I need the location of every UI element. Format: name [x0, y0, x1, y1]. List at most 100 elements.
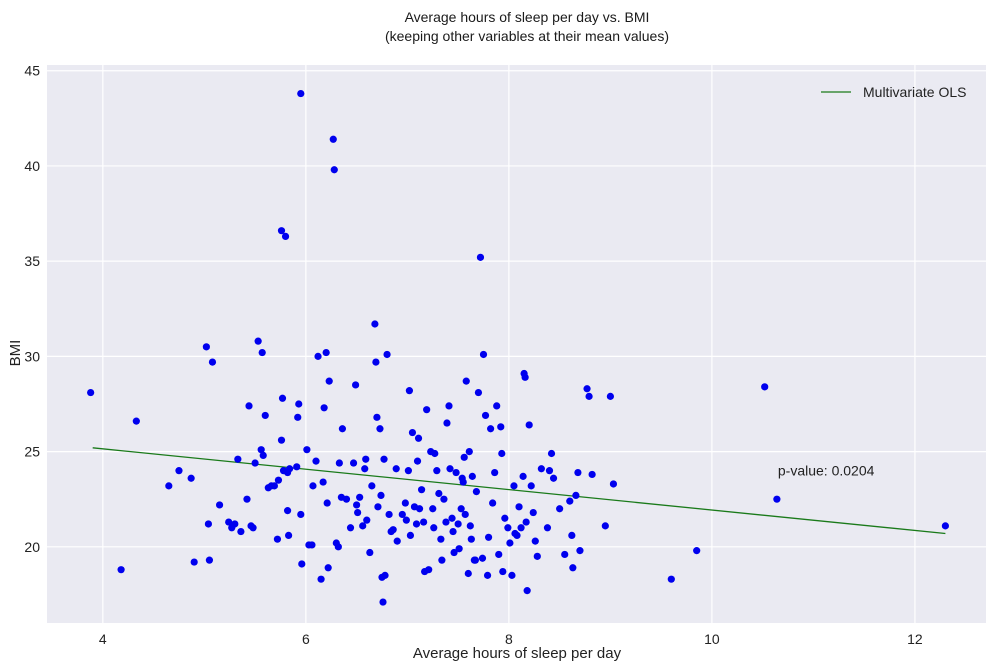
data-point: [362, 455, 370, 463]
data-point: [270, 482, 278, 490]
data-point: [556, 505, 564, 513]
data-point: [481, 411, 490, 420]
data-point: [361, 465, 369, 473]
data-point: [606, 392, 615, 400]
data-point: [215, 501, 224, 509]
data-point: [498, 449, 506, 458]
data-point: [576, 547, 584, 555]
data-point: [257, 446, 265, 454]
data-point: [525, 421, 533, 429]
data-point: [474, 388, 483, 397]
data-point: [425, 566, 433, 574]
data-point: [286, 465, 294, 473]
data-point: [398, 510, 406, 519]
p-value-annotation: p-value: 0.0204: [778, 463, 875, 479]
data-point: [175, 467, 183, 475]
data-point: [430, 524, 438, 532]
data-point: [468, 472, 476, 480]
data-point: [454, 520, 462, 528]
data-point: [450, 548, 458, 557]
data-point: [249, 524, 257, 532]
data-point: [585, 392, 593, 400]
data-point: [506, 539, 514, 547]
data-point: [545, 467, 554, 475]
data-point: [433, 467, 441, 475]
data-point: [442, 518, 450, 526]
x-tick-label: 8: [505, 631, 513, 647]
chart-subtitle: (keeping other variables at their mean v…: [385, 28, 669, 44]
data-point: [437, 535, 445, 543]
y-tick-label: 20: [24, 539, 40, 555]
data-point: [373, 413, 381, 421]
data-point: [293, 463, 301, 471]
data-point: [431, 449, 439, 458]
data-point: [303, 446, 311, 454]
x-tick-label: 12: [907, 631, 923, 647]
data-point: [309, 482, 317, 490]
data-point: [566, 497, 574, 505]
data-point: [487, 425, 495, 433]
data-point: [510, 482, 518, 490]
data-point: [392, 465, 400, 473]
data-point: [504, 524, 512, 532]
data-point: [527, 482, 535, 490]
data-point: [330, 166, 338, 174]
data-point: [334, 543, 342, 551]
data-point: [448, 514, 456, 522]
data-point: [190, 558, 198, 566]
legend: Multivariate OLS: [821, 84, 966, 100]
data-point: [440, 495, 448, 503]
data-point: [352, 381, 360, 389]
data-point: [261, 411, 269, 420]
data-point: [466, 522, 474, 530]
x-axis-label: Average hours of sleep per day: [413, 645, 622, 662]
data-point: [405, 387, 414, 395]
data-point: [406, 531, 415, 539]
data-point: [417, 486, 426, 494]
data-point: [460, 453, 468, 461]
data-point: [415, 505, 424, 513]
data-point: [549, 474, 558, 482]
x-tick-label: 10: [704, 631, 720, 647]
data-point: [274, 476, 283, 484]
data-point: [693, 547, 701, 555]
data-point: [479, 350, 488, 359]
data-point: [499, 567, 507, 576]
data-point: [258, 348, 266, 357]
data-point: [572, 491, 580, 500]
data-point: [187, 474, 195, 482]
data-point: [423, 406, 431, 414]
data-point: [561, 550, 569, 559]
data-point: [225, 518, 233, 526]
data-point: [464, 569, 472, 578]
data-point: [471, 556, 479, 564]
data-point: [338, 425, 347, 433]
data-point: [376, 425, 384, 433]
data-point: [320, 404, 328, 412]
data-point: [285, 531, 293, 539]
data-point: [297, 510, 305, 519]
data-point: [278, 394, 287, 402]
data-point: [445, 402, 453, 410]
data-point: [523, 587, 531, 595]
legend-label: Multivariate OLS: [863, 84, 966, 100]
data-point: [273, 535, 282, 543]
data-point: [317, 575, 325, 583]
data-point: [204, 520, 213, 528]
data-point: [452, 468, 460, 477]
data-point: [941, 522, 949, 530]
data-point: [588, 470, 596, 479]
data-point: [314, 352, 322, 360]
data-point: [393, 537, 401, 545]
data-point: [435, 489, 443, 498]
x-tick-label: 6: [302, 631, 310, 647]
data-point: [165, 482, 173, 490]
data-point: [438, 556, 446, 564]
data-point: [529, 508, 537, 517]
data-point: [132, 417, 140, 425]
data-point: [254, 337, 262, 345]
data-point: [329, 135, 337, 143]
data-point: [489, 499, 497, 507]
data-point: [243, 495, 251, 503]
ols-fit-line: [92, 447, 946, 535]
